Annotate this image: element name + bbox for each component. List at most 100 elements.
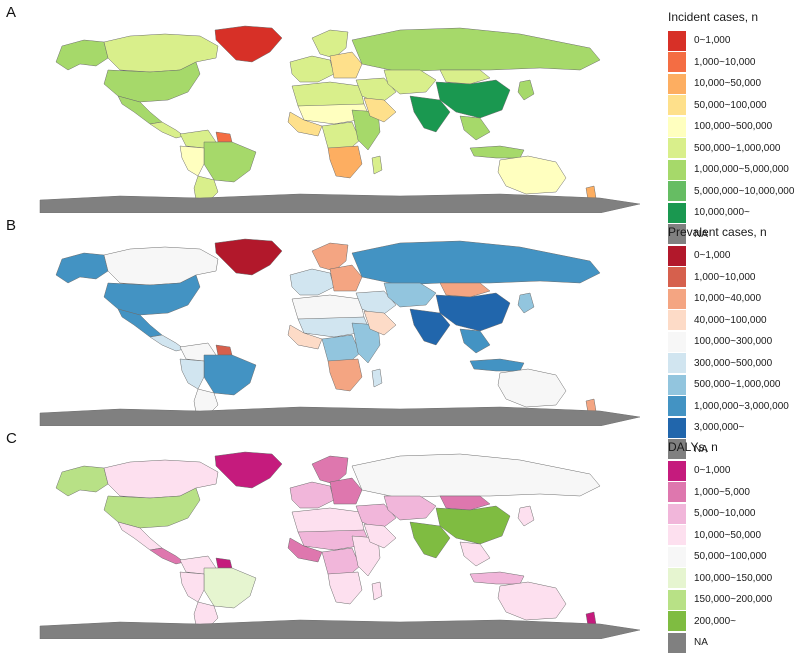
region-russia — [351, 27, 601, 73]
legend-swatch — [668, 267, 686, 288]
legend-swatch — [668, 245, 686, 266]
legend-swatch — [668, 611, 686, 632]
region-greenland — [214, 25, 283, 63]
legend-swatch — [668, 460, 686, 481]
region-c-africa — [321, 547, 361, 579]
region-s-africa — [327, 145, 363, 179]
legend-swatch — [668, 331, 686, 352]
legend-item: 1,000~10,000 — [668, 267, 800, 289]
region-scandinavia — [311, 242, 349, 272]
region-alaska — [55, 465, 109, 497]
legend-swatch — [668, 138, 686, 159]
legend-swatch — [668, 568, 686, 589]
region-india — [409, 308, 451, 346]
region-antarctica — [39, 193, 641, 213]
legend-item: 100,000~150,000 — [668, 568, 800, 590]
legend-item: NA — [668, 632, 800, 654]
region-w-africa — [287, 324, 323, 350]
region-c-africa — [321, 334, 361, 366]
region-s-africa — [327, 358, 363, 392]
region-west-sa — [179, 145, 205, 177]
region-se-asia — [459, 541, 491, 567]
region-middle-east — [355, 503, 397, 531]
region-arabia — [363, 523, 397, 549]
region-c-africa — [321, 121, 361, 153]
region-scandinavia — [311, 29, 349, 59]
legend: Prevalent cases, n 0~1,000 1,000~10,000 10… — [668, 225, 800, 460]
legend-label: 50,000~100,000 — [694, 551, 767, 563]
region-w-europe — [289, 55, 335, 83]
region-alaska — [55, 252, 109, 284]
region-central-am — [149, 334, 185, 352]
legend-title: Incident cases, n — [668, 10, 759, 24]
region-middle-east — [355, 77, 397, 105]
legend-swatch — [668, 73, 686, 94]
world-map — [39, 451, 641, 639]
region-madagascar — [371, 155, 383, 175]
panel-letter: B — [6, 217, 17, 234]
legend-item: 50,000~100,000 — [668, 546, 800, 568]
region-west-sa — [179, 571, 205, 603]
legend-label: 10,000,000~ — [694, 207, 750, 219]
legend-label: 500,000~1,000,000 — [694, 142, 781, 154]
legend-item: 0~1,000 — [668, 30, 800, 52]
legend-label: 1,000~10,000 — [694, 56, 756, 68]
legend-swatch — [668, 159, 686, 180]
legend-label: 3,000,000~ — [694, 422, 745, 434]
legend-label: 0~1,000 — [694, 465, 731, 477]
legend-item: 10,000~50,000 — [668, 525, 800, 547]
legend-label: 150,000~200,000 — [694, 594, 773, 606]
panel-letter: C — [6, 430, 17, 447]
panel-dalys: C DALYs, n 0~1,000 1,000~5,000 5,000~10,00… — [0, 426, 800, 653]
region-sahel — [297, 103, 371, 125]
legend-label: 50,000~100,000 — [694, 99, 767, 111]
region-russia — [351, 240, 601, 286]
region-greenland — [214, 451, 283, 489]
legend-swatch — [668, 525, 686, 546]
legend-swatch — [668, 353, 686, 374]
panel-letter: A — [6, 4, 17, 21]
legend-swatch — [668, 589, 686, 610]
legend-swatch — [668, 116, 686, 137]
region-antarctica — [39, 619, 641, 639]
legend-item: 100,000~300,000 — [668, 331, 800, 353]
region-antarctica — [39, 406, 641, 426]
region-indonesia — [469, 145, 525, 159]
region-arabia — [363, 97, 397, 123]
region-brazil — [203, 354, 257, 396]
region-w-europe — [289, 481, 335, 509]
legend-item: NA — [668, 439, 800, 461]
legend-label: 100,000~150,000 — [694, 572, 773, 584]
region-australia — [497, 581, 567, 621]
region-madagascar — [371, 581, 383, 601]
region-mongolia — [439, 282, 491, 298]
legend-label: 1,000,000~5,000,000 — [694, 164, 789, 176]
legend-item: 1,000,000~5,000,000 — [668, 159, 800, 181]
region-indonesia — [469, 571, 525, 585]
legend-swatch — [668, 482, 686, 503]
region-sahel — [297, 316, 371, 338]
region-japan — [517, 292, 535, 314]
legend-label: 300,000~500,000 — [694, 357, 773, 369]
legend-label: 0~1,000 — [694, 250, 731, 262]
legend-swatch — [668, 310, 686, 331]
region-usa — [103, 61, 201, 103]
legend-swatch — [668, 181, 686, 202]
legend-item: 300,000~500,000 — [668, 353, 800, 375]
legend-item: 1,000~10,000 — [668, 52, 800, 74]
region-japan — [517, 79, 535, 101]
legend-swatch — [668, 224, 686, 245]
region-canada — [103, 459, 219, 499]
legend-rows: 0~1,000 1,000~10,000 10,000~50,000 50,000~1… — [668, 30, 800, 245]
legend-label: 10,000~40,000 — [694, 293, 762, 305]
legend-swatch — [668, 503, 686, 524]
region-australia — [497, 155, 567, 195]
region-china — [435, 505, 511, 545]
region-india — [409, 95, 451, 133]
region-c-asia — [383, 495, 437, 521]
region-usa — [103, 487, 201, 529]
legend-label: 1,000,000~3,000,000 — [694, 400, 789, 412]
region-se-asia — [459, 115, 491, 141]
legend-swatch — [668, 30, 686, 51]
panel-prevalent-cases: B Prevalent cases, n 0~1,000 1,000~10,000… — [0, 213, 800, 460]
